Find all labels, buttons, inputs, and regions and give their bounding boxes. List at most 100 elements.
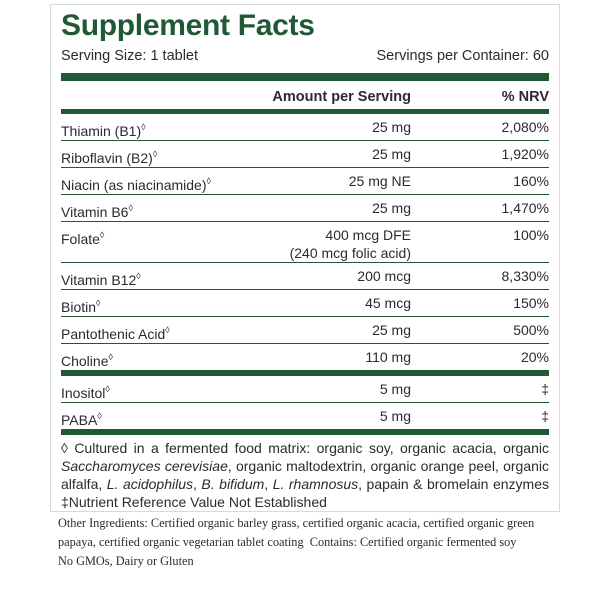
nrv: 150%: [513, 295, 549, 311]
nutrient-row: Pantothenic Acid◊ 25 mg 500%: [61, 317, 549, 344]
column-header: Amount per Serving % NRV: [61, 85, 549, 109]
nutrient-row: Folate◊ 400 mcg DFE (240 mcg folic acid) 10…: [61, 222, 549, 263]
amount: 25 mg: [211, 195, 411, 221]
footnote-text: L. rhamnosus: [272, 476, 359, 492]
nutrient-name: Biotin: [61, 299, 97, 315]
divider-bar: [61, 429, 549, 435]
footnote-mark: ◊: [165, 325, 170, 335]
nutrient-row: Thiamin (B1)◊ 25 mg 2,080%: [61, 114, 549, 141]
other-ingredients: Other Ingredients: Certified organic bar…: [58, 514, 558, 571]
divider-bar: [61, 370, 549, 376]
amount: 110 mg: [211, 344, 411, 370]
nutrient-cell: Niacin (as niacinamide)◊: [61, 168, 211, 194]
nutrient-cell: PABA◊: [61, 403, 211, 429]
nutrient-name: Niacin (as niacinamide): [61, 177, 207, 193]
footnote-text: alfalfa,: [61, 476, 107, 492]
nutrient-row: Vitamin B6◊ 25 mg 1,470%: [61, 195, 549, 222]
footnote-mark: ◊: [105, 384, 110, 394]
other-ingredients-line: No GMOs, Dairy or Gluten: [58, 554, 194, 568]
amount: 5 mg: [211, 403, 411, 429]
amount: 25 mg: [211, 141, 411, 167]
nrv: 1,470%: [501, 200, 549, 216]
servings-per-container: Servings per Container: 60: [376, 48, 550, 64]
nutrient-name: PABA: [61, 412, 98, 428]
divider-bar: [61, 109, 549, 114]
nutrient-name: Thiamin (B1): [61, 123, 142, 139]
amount-value: 25 mg: [372, 322, 411, 338]
amount-value: 110 mg: [365, 349, 411, 365]
divider-bar: [61, 73, 549, 81]
amount-value: 25 mg: [372, 146, 411, 162]
supplement-facts-panel: Supplement Facts Serving Size: 1 tablet …: [50, 4, 560, 512]
amount: 25 mg NE: [211, 168, 411, 194]
amount-value: 5 mg: [379, 408, 411, 424]
nutrient-name: Pantothenic Acid: [61, 326, 166, 342]
nrv: 1,920%: [501, 146, 549, 162]
nutrient-cell: Folate◊: [61, 226, 211, 262]
nrv: 500%: [513, 322, 549, 338]
nutrient-name: Choline: [61, 353, 109, 369]
nrv: 2,080%: [501, 119, 549, 135]
footnote-line: ◊ Cultured in a fermented food matrix: o…: [61, 439, 549, 457]
amount-value: 400 mcg DFE: [325, 227, 411, 243]
nutrient-name: Vitamin B12: [61, 272, 137, 288]
amount: 200 mcg: [211, 263, 411, 289]
nrv: 20%: [520, 349, 549, 365]
nrv-note: ‡Nutrient Reference Value Not Establishe…: [61, 494, 327, 510]
footnote-text: B. bifidum: [201, 476, 265, 492]
footnote-text: L. acidophilus: [106, 476, 194, 492]
nutrient-row: Choline◊ 110 mg 20%: [61, 344, 549, 370]
amount: 45 mcg: [211, 290, 411, 316]
nutrient-cell: Riboflavin (B2)◊: [61, 141, 211, 167]
amount: 25 mg: [211, 317, 411, 343]
footnote-mark: ◊: [99, 230, 105, 240]
nutrient-name: Inositol: [61, 385, 106, 401]
nrv: 8,330%: [501, 268, 549, 284]
footnote-mark: ◊: [128, 203, 133, 213]
footnote-mark: ◊: [206, 176, 211, 186]
nutrient-name: Folate: [61, 231, 100, 247]
nutrient-row: Vitamin B12◊ 200 mcg 8,330%: [61, 263, 549, 290]
footnote-line: alfalfa, L. acidophilus, B. bifidum, L. …: [61, 475, 549, 493]
amount-value: 5 mg: [379, 381, 411, 397]
footnote-line: Saccharomyces cerevisiae, organic maltod…: [61, 457, 549, 475]
nutrient-cell: Choline◊: [61, 344, 211, 370]
nrv: 160%: [513, 173, 549, 189]
nutrient-name: Vitamin B6: [61, 204, 129, 220]
footnote-mark: ◊: [141, 122, 146, 132]
footnote-mark: ◊: [152, 149, 158, 159]
footnote-mark: ◊: [96, 298, 101, 308]
nutrient-cell: Vitamin B6◊: [61, 195, 211, 221]
column-title: Amount per Serving: [272, 89, 411, 105]
amount-value: 25 mg: [372, 200, 411, 216]
column-title: % NRV: [501, 89, 549, 105]
footnote-mark: ◊: [136, 271, 141, 281]
nutrient-row: Inositol◊ 5 mg ‡: [61, 376, 549, 403]
serving-size: Serving Size: 1 tablet: [61, 48, 199, 64]
nutrient-row: PABA◊ 5 mg ‡: [61, 403, 549, 429]
nutrient-cell: Inositol◊: [61, 376, 211, 402]
nutrient-cell: Biotin◊: [61, 290, 211, 316]
title: Supplement Facts: [61, 9, 315, 42]
footnote-mark: ◊: [97, 411, 102, 421]
amount-value: 200 mcg: [357, 268, 411, 284]
amount: 400 mcg DFE (240 mcg folic acid): [211, 226, 411, 262]
amount-value: 25 mg: [372, 119, 411, 135]
footnote-text: Saccharomyces cerevisiae: [61, 458, 228, 474]
nutrient-row: Biotin◊ 45 mcg 150%: [61, 290, 549, 317]
footnotes: ◊ Cultured in a fermented food matrix: o…: [61, 439, 549, 511]
other-ingredients-line: Other Ingredients: Certified organic bar…: [58, 516, 535, 530]
amount-note: (240 mcg folic acid): [289, 245, 411, 261]
other-ingredients-line: papaya, certified organic vegetarian tab…: [58, 535, 517, 549]
footnote-text: ◊ Cultured in a fermented food matrix: o…: [61, 440, 549, 456]
nutrient-row: Riboflavin (B2)◊ 25 mg 1,920%: [61, 141, 549, 168]
nutrient-row: Niacin (as niacinamide)◊ 25 mg NE 160%: [61, 168, 549, 195]
footnote-mark: ◊: [108, 352, 113, 362]
footnote-text: ,: [264, 476, 273, 492]
amount: 25 mg: [211, 114, 411, 140]
nutrient-cell: Pantothenic Acid◊: [61, 317, 211, 343]
amount-value: 45 mcg: [365, 295, 411, 311]
nrv: ‡: [541, 408, 549, 424]
nutrient-cell: Vitamin B12◊: [61, 263, 211, 289]
